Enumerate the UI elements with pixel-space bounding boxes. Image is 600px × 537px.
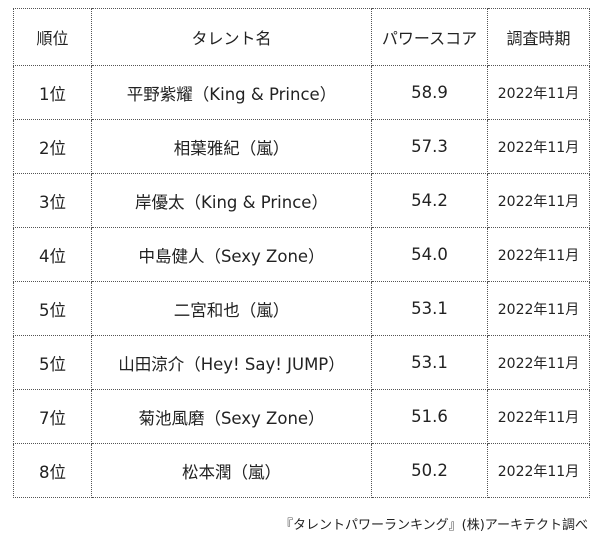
rank-cell: 5位 [13,281,92,336]
period-cell: 2022年11月 [487,443,590,498]
rank-cell: 2位 [13,119,92,174]
score-cell: 53.1 [371,281,488,336]
period-cell: 2022年11月 [487,281,590,336]
table-row: 7位 菊池風磨（Sexy Zone） 51.6 2022年11月 [13,389,590,444]
rank-cell: 8位 [13,443,92,498]
table-row: 2位 相葉雅紀（嵐） 57.3 2022年11月 [13,119,590,174]
talent-name-cell: 二宮和也（嵐） [91,281,372,336]
period-cell: 2022年11月 [487,119,590,174]
talent-name-cell: 山田涼介（Hey! Say! JUMP） [91,335,372,390]
table-row: 3位 岸優太（King & Prince） 54.2 2022年11月 [13,173,590,228]
talent-name-cell: 岸優太（King & Prince） [91,173,372,228]
period-cell: 2022年11月 [487,389,590,444]
period-cell: 2022年11月 [487,227,590,282]
table-row: 5位 山田涼介（Hey! Say! JUMP） 53.1 2022年11月 [13,335,590,390]
score-cell: 54.0 [371,227,488,282]
score-cell: 58.9 [371,65,488,120]
rank-cell: 7位 [13,389,92,444]
rank-cell: 3位 [13,173,92,228]
rank-cell: 1位 [13,65,92,120]
period-cell: 2022年11月 [487,335,590,390]
score-cell: 57.3 [371,119,488,174]
header-rank: 順位 [13,8,92,66]
talent-name-cell: 中島健人（Sexy Zone） [91,227,372,282]
rank-cell: 4位 [13,227,92,282]
source-caption: 『タレントパワーランキング』(株)アーキテクト調べ [280,518,588,533]
talent-name-cell: 相葉雅紀（嵐） [91,119,372,174]
score-cell: 53.1 [371,335,488,390]
table-row: 5位 二宮和也（嵐） 53.1 2022年11月 [13,281,590,336]
rank-cell: 5位 [13,335,92,390]
header-survey-period: 調査時期 [487,8,590,66]
period-cell: 2022年11月 [487,173,590,228]
table-row: 1位 平野紫耀（King & Prince） 58.9 2022年11月 [13,65,590,120]
score-cell: 54.2 [371,173,488,228]
table-row: 4位 中島健人（Sexy Zone） 54.0 2022年11月 [13,227,590,282]
header-power-score: パワースコア [371,8,488,66]
talent-name-cell: 菊池風磨（Sexy Zone） [91,389,372,444]
table-header-row: 順位 タレント名 パワースコア 調査時期 [13,8,590,66]
score-cell: 51.6 [371,389,488,444]
header-talent-name: タレント名 [91,8,372,66]
talent-name-cell: 松本潤（嵐） [91,443,372,498]
period-cell: 2022年11月 [487,65,590,120]
score-cell: 50.2 [371,443,488,498]
talent-name-cell: 平野紫耀（King & Prince） [91,65,372,120]
ranking-table: 順位 タレント名 パワースコア 調査時期 1位 平野紫耀（King & Prin… [13,8,590,498]
table-row: 8位 松本潤（嵐） 50.2 2022年11月 [13,443,590,498]
